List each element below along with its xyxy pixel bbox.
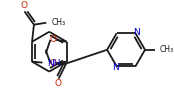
Text: O: O (20, 1, 27, 10)
Text: N: N (133, 28, 140, 37)
Text: CH₃: CH₃ (52, 18, 66, 27)
Text: N: N (112, 63, 119, 72)
Text: O: O (50, 35, 57, 44)
Text: CH₃: CH₃ (159, 45, 173, 54)
Text: O: O (50, 59, 57, 68)
Text: NH: NH (47, 59, 61, 68)
Text: O: O (54, 79, 61, 88)
